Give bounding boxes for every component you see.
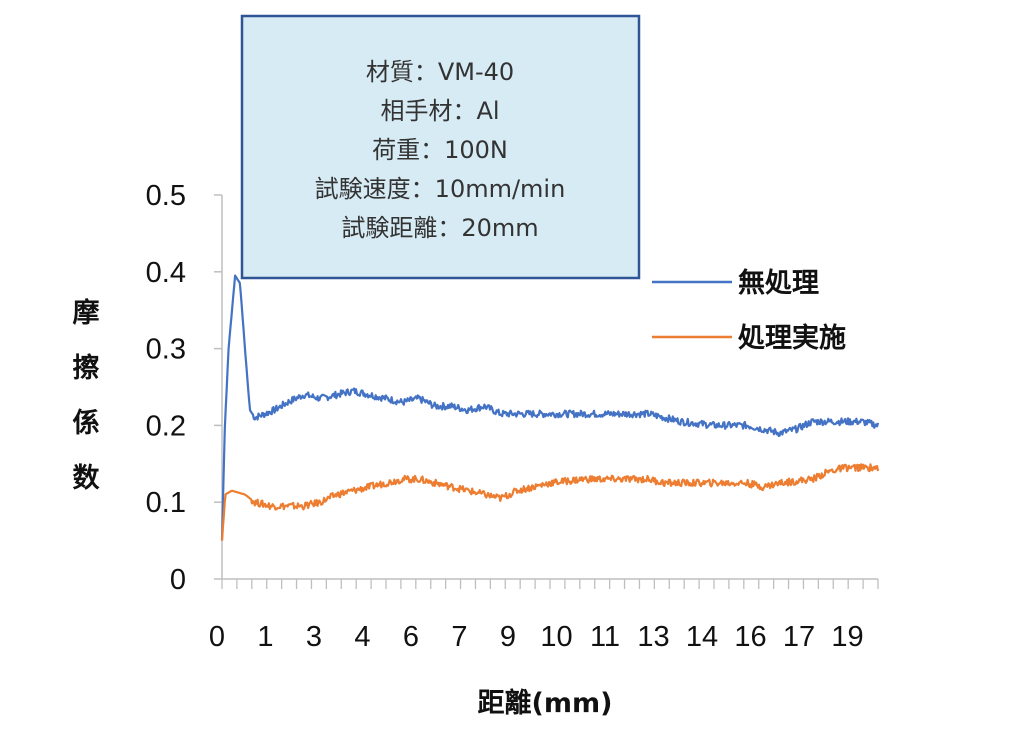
x-tick-label: 14 bbox=[686, 621, 718, 653]
x-tick-label: 13 bbox=[637, 621, 669, 653]
test-conditions-box: 材質：VM-40 相手材：Al 荷重：100N 試験速度：10mm/min 試験距離：2… bbox=[240, 14, 641, 280]
series-line-1 bbox=[220, 274, 880, 541]
test-condition-line: 試験速度：10mm/min bbox=[315, 175, 566, 203]
y-tick-label: 0 bbox=[170, 564, 186, 596]
x-tick-label: 1 bbox=[257, 621, 273, 653]
x-tick-label: 19 bbox=[831, 621, 863, 653]
x-tick-label: 0 bbox=[209, 621, 225, 653]
legend-label: 無処理 bbox=[738, 267, 819, 299]
y-axis-title-char: 摩 bbox=[73, 297, 100, 329]
y-tick-label: 0.4 bbox=[146, 257, 186, 289]
y-axis-title-char: 係 bbox=[73, 408, 100, 439]
y-tick-label: 0.1 bbox=[146, 487, 186, 519]
y-tick-label: 0.2 bbox=[146, 410, 186, 442]
x-tick-label: 6 bbox=[403, 621, 419, 653]
x-tick-label: 9 bbox=[500, 621, 516, 653]
series-line-2 bbox=[220, 463, 880, 541]
test-condition-line: 試験距離：20mm bbox=[341, 214, 538, 242]
test-condition-line: 相手材：Al bbox=[380, 97, 499, 125]
x-tick-label: 17 bbox=[783, 621, 815, 653]
y-axis-title-char: 数 bbox=[73, 463, 101, 494]
y-axis-title-char: 擦 bbox=[73, 353, 100, 384]
x-tick-label: 11 bbox=[590, 621, 620, 653]
x-axis-title: 距離(mm) bbox=[478, 687, 613, 719]
x-tick-label: 10 bbox=[540, 621, 572, 653]
plot-area bbox=[220, 274, 880, 541]
y-tick-label: 0.5 bbox=[146, 180, 186, 212]
x-tick-label: 7 bbox=[451, 621, 467, 653]
y-tick-label: 0.3 bbox=[146, 334, 186, 366]
axes: 00.10.20.30.40.50 1 3 4 6 7 9 10 11 13 14 16 17 19 bbox=[146, 180, 879, 653]
x-tick-label: 3 bbox=[306, 621, 322, 653]
legend-label: 処理実施 bbox=[738, 322, 846, 354]
x-tick-label: 16 bbox=[734, 621, 766, 653]
test-conditions-frame bbox=[240, 14, 641, 280]
test-condition-line: 荷重：100N bbox=[372, 136, 508, 164]
test-condition-line: 材質：VM-40 bbox=[366, 58, 514, 86]
x-tick-label: 4 bbox=[354, 621, 370, 653]
